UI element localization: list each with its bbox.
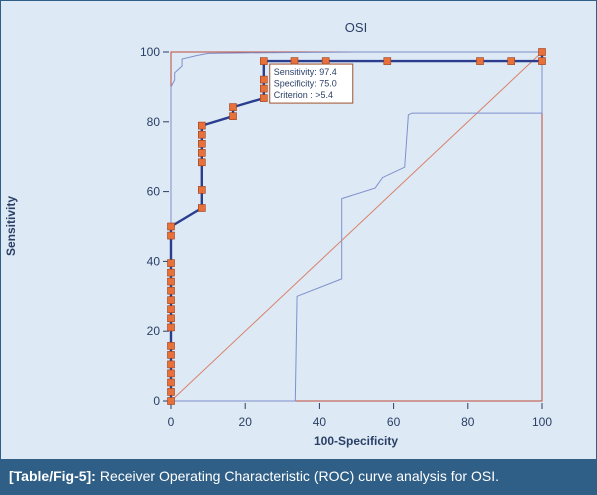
roc-point-marker — [198, 186, 206, 194]
y-tick-label: 40 — [147, 254, 161, 268]
x-tick-label: 20 — [239, 415, 253, 429]
roc-point-marker — [476, 57, 484, 65]
roc-point-marker — [167, 222, 175, 231]
roc-point-marker — [198, 158, 206, 167]
x-tick-label: 60 — [387, 415, 401, 429]
roc-point-marker — [167, 369, 175, 378]
roc-point-marker — [507, 57, 516, 65]
roc-point-marker — [198, 204, 206, 212]
roc-point-marker — [167, 397, 175, 405]
chart-title: OSI — [345, 20, 367, 35]
y-axis-label: Sensitivity — [4, 196, 18, 256]
x-tick-label: 100 — [532, 415, 552, 429]
roc-point-marker — [229, 103, 237, 111]
roc-point-marker — [259, 94, 268, 102]
roc-point-marker — [538, 48, 546, 56]
y-tick-label: 0 — [153, 394, 160, 408]
roc-point-marker — [259, 57, 268, 65]
roc-point-marker — [321, 57, 330, 65]
roc-point-marker — [198, 149, 206, 157]
roc-point-marker — [167, 259, 175, 267]
roc-point-marker — [167, 360, 175, 369]
figure-caption: [Table/Fig-5]: Receiver Operating Charact… — [1, 459, 596, 494]
criterion-annotation-box — [269, 63, 354, 104]
roc-point-marker — [229, 112, 237, 120]
roc-point-marker — [167, 351, 175, 359]
x-axis-label: 100-Specificity — [314, 434, 398, 448]
y-tick-label: 60 — [147, 185, 161, 199]
roc-point-marker — [198, 140, 206, 148]
x-tick-label: 40 — [313, 415, 327, 429]
roc-point-marker — [167, 296, 175, 304]
roc-point-marker — [290, 57, 299, 65]
roc-point-marker — [167, 305, 175, 314]
roc-point-marker — [167, 342, 175, 350]
y-tick-label: 20 — [147, 324, 161, 338]
roc-point-marker — [167, 388, 175, 396]
annotation-line: Specificity: 75.0 — [274, 79, 337, 89]
y-tick-label: 80 — [147, 115, 161, 129]
y-tick-label: 100 — [140, 45, 160, 59]
roc-point-marker — [167, 314, 175, 323]
roc-point-marker — [198, 130, 206, 139]
roc-point-marker — [198, 121, 206, 130]
roc-point-marker — [259, 84, 268, 93]
roc-point-marker — [167, 277, 175, 286]
roc-point-marker — [167, 378, 175, 387]
roc-point-marker — [167, 286, 175, 295]
caption-text: Receiver Operating Characteristic (ROC) … — [99, 468, 499, 484]
roc-chart: OSI Sensitivity 100-Specificity 0 20 40 60 8… — [4, 20, 552, 448]
reference-diagonal-line — [170, 51, 543, 402]
roc-point-marker — [383, 57, 392, 65]
annotation-line: Sensitivity: 97.4 — [274, 67, 337, 77]
annotation-line: Criterion : >5.4 — [274, 90, 333, 100]
roc-point-marker — [167, 231, 175, 240]
x-tick-label: 80 — [461, 415, 475, 429]
roc-markers — [167, 48, 546, 405]
x-tick-label: 0 — [168, 415, 175, 429]
roc-point-marker — [167, 323, 175, 332]
roc-point-marker — [259, 75, 268, 84]
roc-point-marker — [167, 268, 175, 277]
ci-lower-line — [171, 61, 543, 402]
roc-point-marker — [538, 57, 546, 65]
caption-label: [Table/Fig-5]: — [9, 468, 96, 484]
ci-upper-line — [170, 51, 542, 401]
